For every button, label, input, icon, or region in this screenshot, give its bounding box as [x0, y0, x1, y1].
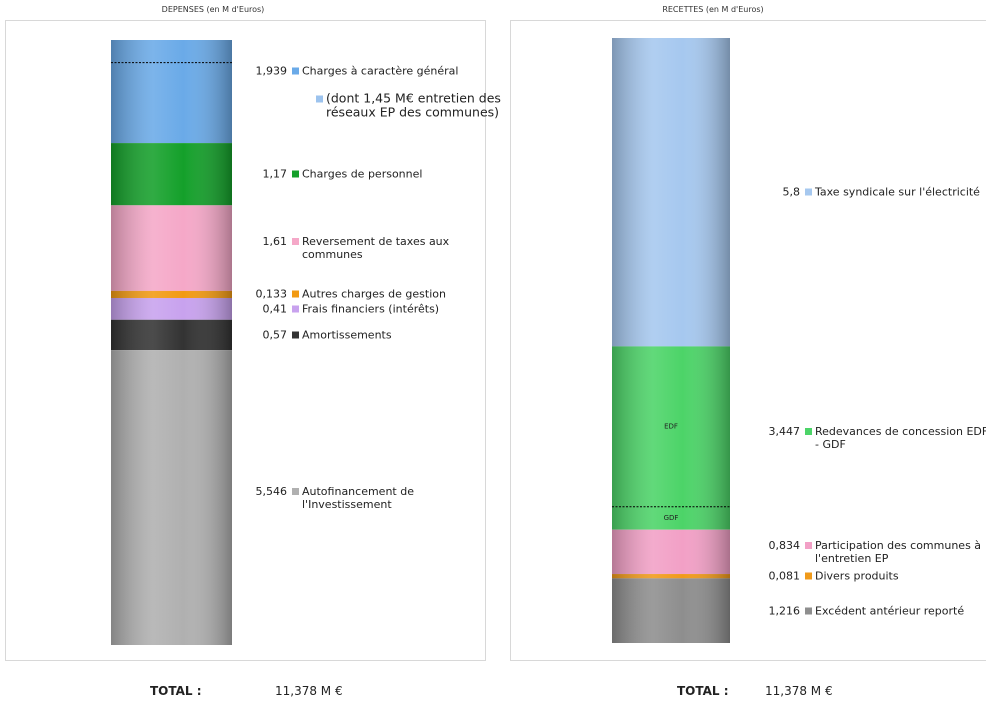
- legend-swatch: [292, 305, 299, 313]
- legend-swatch: [292, 487, 299, 495]
- bar-shading: [612, 38, 730, 347]
- legend-column: Frais financiers (intérêts): [302, 302, 502, 315]
- legend-label: Participation des communes à l'entretien…: [815, 538, 982, 565]
- value-label: 1,61: [262, 235, 288, 249]
- bar-shading: [612, 529, 730, 575]
- panel-title: DEPENSES (en M d'Euros): [161, 5, 265, 14]
- legend-swatch: [292, 331, 299, 339]
- bar-shading: [111, 143, 232, 206]
- legend-row: 3,447 Redevances de concession EDF - GDF: [740, 425, 986, 451]
- legend-label: Charges à caractère général: [302, 64, 459, 78]
- legend-column: Taxe syndicale sur l'électricité: [815, 186, 986, 199]
- legend-row: 0,41 Frais financiers (intérêts): [227, 302, 502, 315]
- legend-label: Autofinancement de l'Investissement: [302, 484, 414, 511]
- legend-swatch: [805, 541, 812, 549]
- note: (dont 1,45 M€ entretien des réseaux EP d…: [316, 91, 502, 119]
- legend-row: 0,57 Amortissements: [227, 328, 502, 341]
- legend-column: Redevances de concession EDF - GDF: [815, 425, 986, 451]
- inner-label: EDF: [664, 423, 678, 431]
- legend-label: Charges de personnel: [302, 167, 423, 181]
- legend-column: Divers produits: [815, 570, 986, 583]
- legend-label: Amortissements: [302, 328, 392, 342]
- bar-shading: [111, 350, 232, 645]
- bar-shading: [612, 578, 730, 643]
- bar-shading: [612, 346, 730, 530]
- bar-shading: [111, 290, 232, 298]
- legend-label: Reversement de taxes aux communes: [302, 235, 450, 262]
- legend-column: Participation des communes à l'entretien…: [815, 539, 986, 565]
- value-label: 0,834: [768, 538, 801, 552]
- bar-shading: [111, 319, 232, 351]
- panel-title: RECETTES (en M d'Euros): [662, 5, 764, 14]
- legend-row: 0,081 Divers produits: [740, 570, 986, 583]
- legend-label: Excédent antérieur reporté: [815, 604, 965, 618]
- legend-column: Autofinancement de l'Investissement: [302, 485, 502, 511]
- value-label: 0,133: [255, 287, 288, 301]
- bar-shading: [612, 574, 730, 579]
- legend-row: 1,216 Excédent antérieur reporté: [740, 604, 986, 617]
- legend-row: 1,17 Charges de personnel: [227, 168, 502, 181]
- legend-label: Frais financiers (intérêts): [302, 302, 440, 316]
- legend-label: Divers produits: [815, 569, 899, 583]
- value-label: 0,41: [262, 302, 288, 316]
- legend-swatch: [805, 607, 812, 615]
- legend-swatch: [805, 572, 812, 580]
- bar-shading: [111, 205, 232, 291]
- bar-shading: [111, 40, 232, 144]
- legend-row: 1,939 Charges à caractère général (dont 1,…: [227, 64, 502, 119]
- legend-column: Autres charges de gestion: [302, 288, 502, 301]
- bar-shading: [111, 297, 232, 320]
- value-label: 5,546: [255, 484, 288, 498]
- total-value: 11,378 M €: [765, 684, 833, 698]
- legend-swatch: [805, 188, 812, 196]
- legend-column: Amortissements: [302, 328, 502, 341]
- legend-row: 5,546 Autofinancement de l'Investissement: [227, 485, 502, 511]
- legend-column: Charges à caractère général (dont 1,45 M€…: [302, 64, 502, 119]
- legend-row: 0,133 Autres charges de gestion: [227, 288, 502, 301]
- total-title: TOTAL :: [150, 684, 202, 698]
- inner-label: GDF: [664, 514, 679, 522]
- total-title: TOTAL :: [677, 684, 729, 698]
- legend-swatch: [292, 238, 299, 246]
- legend-column: Excédent antérieur reporté: [815, 604, 986, 617]
- value-label: 5,8: [782, 185, 801, 199]
- panel-frame: [5, 20, 486, 661]
- legend-swatch: [292, 290, 299, 298]
- value-label: 0,081: [768, 569, 801, 583]
- total-value: 11,378 M €: [275, 684, 343, 698]
- value-label: 1,216: [768, 604, 801, 618]
- legend-label: Taxe syndicale sur l'électricité: [815, 185, 980, 199]
- value-label: 0,57: [262, 328, 288, 342]
- legend-row: 5,8 Taxe syndicale sur l'électricité: [740, 186, 986, 199]
- legend-row: 1,61 Reversement de taxes aux communes: [227, 235, 502, 261]
- legend-column: Reversement de taxes aux communes: [302, 235, 502, 261]
- value-label: 1,17: [262, 167, 288, 181]
- note-swatch: [316, 95, 323, 103]
- legend-swatch: [805, 428, 812, 436]
- legend-swatch: [292, 67, 299, 75]
- value-label: 1,939: [255, 64, 288, 78]
- value-label: 3,447: [768, 425, 801, 439]
- legend-row: 0,834 Participation des communes à l'entr…: [740, 539, 986, 565]
- legend-label: Redevances de concession EDF - GDF: [815, 425, 986, 452]
- legend-swatch: [292, 170, 299, 178]
- note-text: (dont 1,45 M€ entretien des réseaux EP d…: [326, 90, 501, 120]
- legend-label: Autres charges de gestion: [302, 287, 446, 301]
- legend-column: Charges de personnel: [302, 168, 502, 181]
- panel-frame: [510, 20, 986, 661]
